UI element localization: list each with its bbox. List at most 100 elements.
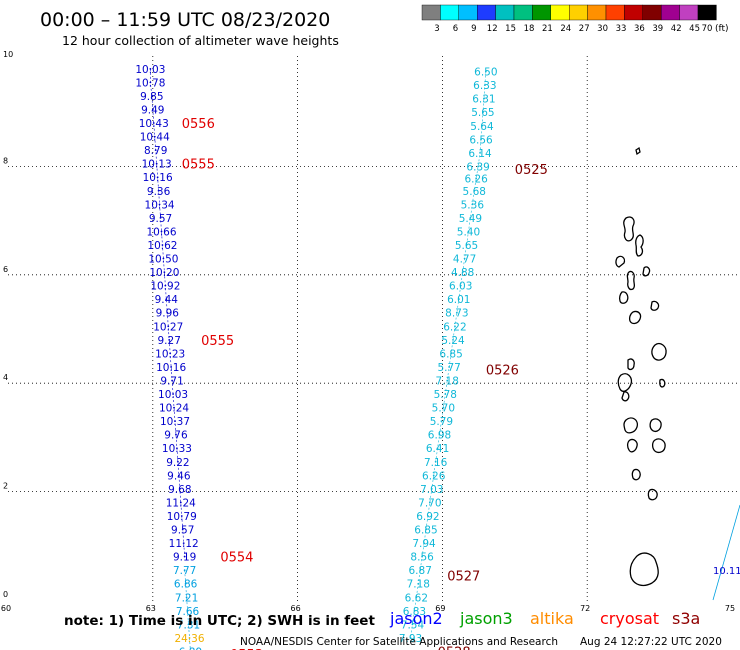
legend-s3a: s3a — [672, 609, 700, 628]
edge-value: 10.11 — [713, 566, 740, 577]
wave-height-label: 10.44 — [140, 132, 170, 144]
wave-height-label: 8.73 — [445, 308, 468, 320]
wave-height-label: 5.78 — [434, 389, 457, 401]
wave-height-label: 9.27 — [158, 335, 181, 347]
track-point — [411, 623, 414, 626]
wave-height-label: 7.21 — [175, 592, 198, 604]
track-point — [179, 501, 182, 504]
wave-height-label: 10.24 — [159, 403, 189, 415]
wave-height-label: 6.83 — [403, 606, 426, 618]
wave-height-label: 5.36 — [461, 199, 485, 211]
time-label: 0556 — [182, 117, 215, 132]
colorbar-label: 15 — [505, 24, 516, 34]
wave-height-label: 9.57 — [149, 213, 172, 225]
legend-jason2: jason2 — [389, 609, 443, 628]
time-label: 0554 — [220, 551, 253, 566]
time-label: 0527 — [447, 570, 480, 585]
island — [621, 391, 630, 402]
island — [628, 310, 642, 325]
track-point — [413, 609, 416, 612]
track-point — [162, 257, 165, 260]
track-point — [469, 216, 472, 219]
track-point — [178, 487, 181, 490]
wave-height-label: 10.92 — [150, 281, 180, 293]
colorbar-swatch — [624, 4, 644, 21]
wave-height-label: 9.44 — [155, 294, 179, 306]
satellite-legend: jason2 jason3 altika cryosat s3a — [389, 609, 700, 628]
coastline — [615, 146, 667, 587]
track-point — [442, 406, 445, 409]
wave-height-label: 9.57 — [171, 525, 194, 537]
colorbar-label: 33 — [616, 24, 627, 34]
wave-height-label: 7.93 — [399, 633, 422, 645]
colorbar-swatch — [587, 4, 607, 21]
wave-height-label: 6.92 — [416, 511, 439, 523]
wave-height-label: 10.43 — [139, 118, 169, 130]
x-tick-label: 63 — [146, 604, 156, 613]
colorbar-label: 9 — [471, 24, 476, 34]
track-point — [161, 244, 164, 246]
wave-height-label: 6.85 — [414, 525, 437, 537]
track-point — [471, 203, 474, 206]
island — [623, 216, 635, 242]
track-layer: 10.0310.789.859.4910.4310.448.7910.1310.… — [135, 64, 498, 650]
wave-height-label: 7.70 — [418, 497, 441, 509]
track-point — [175, 433, 177, 436]
track-point — [481, 124, 483, 127]
colorbar-swatch — [642, 4, 662, 21]
track-point — [482, 111, 484, 114]
track-point — [417, 582, 420, 585]
wave-height-label: 10.62 — [147, 240, 177, 252]
wave-height-label: 7.54 — [401, 619, 425, 631]
wave-height-label: 9.68 — [168, 484, 191, 496]
axis-ticks: 60 63 66 69 72 75 0 2 4 6 8 10 — [1, 50, 735, 613]
wave-height-label: 10.23 — [155, 348, 185, 360]
y-tick-label: 0 — [3, 590, 8, 599]
wave-height-label: 6.31 — [472, 94, 495, 106]
wave-height-label: 5.77 — [437, 362, 460, 374]
track-point — [171, 379, 174, 382]
wave-height-label: 10.33 — [162, 443, 192, 455]
island — [615, 255, 626, 268]
track-point — [438, 433, 441, 436]
y-tick-label: 8 — [3, 156, 8, 165]
colorbar-swatch — [495, 4, 515, 21]
x-tick-label: 72 — [580, 604, 590, 613]
wave-height-label: 11.12 — [169, 538, 199, 550]
track-point — [151, 108, 154, 111]
colorbar-label: 3 — [434, 24, 439, 34]
island — [647, 488, 658, 501]
wave-height-label: 10.34 — [145, 199, 175, 211]
island — [626, 438, 638, 453]
wave-height-label: 24.36 — [174, 633, 204, 645]
track-point — [174, 420, 176, 423]
track-point — [158, 203, 161, 206]
track-point — [180, 515, 183, 517]
wave-height-label: 6.86 — [174, 579, 198, 591]
y-tick-label: 4 — [3, 373, 8, 382]
wave-height-label: 9.46 — [167, 470, 191, 482]
colorbar-label: 6 — [453, 24, 458, 34]
colorbar-unit: (ft) — [715, 24, 729, 34]
wave-height-label: 7.77 — [173, 565, 196, 577]
wave-height-label: 6.85 — [439, 348, 462, 360]
track-point — [188, 637, 191, 639]
colorbar-label: 36 — [634, 24, 645, 34]
wave-height-label: 9.85 — [140, 91, 163, 103]
wave-height-label: 10.50 — [148, 254, 178, 266]
track-point — [165, 298, 168, 301]
wave-height-label: 6.87 — [409, 565, 432, 577]
wave-height-label: 5.64 — [470, 121, 494, 133]
track-point — [450, 352, 452, 355]
wave-height-label: 9.76 — [164, 430, 188, 442]
track-point — [182, 542, 185, 544]
wave-height-label: 10.16 — [143, 172, 173, 184]
grid — [8, 56, 740, 602]
track-point — [480, 138, 482, 141]
wave-height-label: 8.56 — [410, 552, 434, 564]
track-point — [440, 420, 443, 423]
wave-height-label: 6.03 — [449, 281, 472, 293]
wave-height-label: 9.71 — [160, 375, 183, 387]
track-point — [149, 81, 152, 84]
